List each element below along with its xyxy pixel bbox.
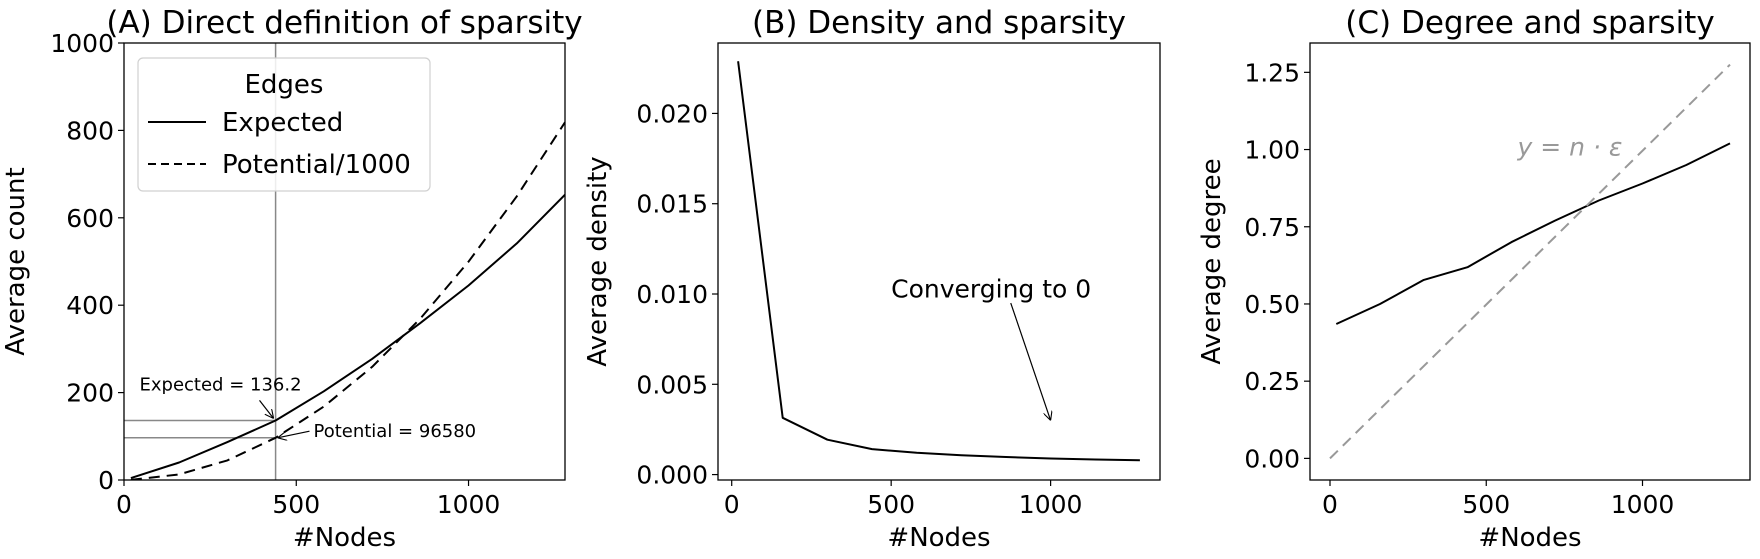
x-tick-label: 0 bbox=[724, 490, 740, 519]
annotation-label: Potential = 96580 bbox=[313, 421, 476, 442]
panel-title: (C) Degree and sparsity bbox=[1345, 5, 1714, 41]
legend-label: Potential/1000 bbox=[222, 150, 411, 180]
x-tick-label: 500 bbox=[272, 490, 320, 519]
legend-title: Edges bbox=[245, 70, 324, 100]
x-axis-label: #Nodes bbox=[293, 523, 396, 553]
y-tick-label: 0.00 bbox=[1244, 444, 1300, 473]
panel-b: (B) Density and sparsity 0 500 1000 0.000 0.0… bbox=[583, 5, 1161, 553]
panel-title: (A) Direct definition of sparsity bbox=[106, 5, 582, 41]
x-tick-label: 0 bbox=[1322, 490, 1338, 519]
axes-frame bbox=[123, 42, 566, 481]
annotation-label: Converging to 0 bbox=[891, 275, 1091, 304]
axes-frame bbox=[717, 42, 1161, 481]
x-tick-label: 1000 bbox=[1019, 490, 1083, 519]
y-tick-label: 0.50 bbox=[1244, 290, 1300, 319]
y-tick-label: 0.000 bbox=[636, 461, 708, 490]
series-line-1 bbox=[1329, 63, 1731, 460]
y-tick-label: 0.25 bbox=[1244, 367, 1300, 396]
x-tick-label: 500 bbox=[1462, 490, 1510, 519]
y-tick-label: 0.75 bbox=[1244, 213, 1300, 242]
y-tick-label: 0.020 bbox=[636, 99, 708, 128]
y-tick-label: 1.25 bbox=[1244, 58, 1300, 87]
y-tick-label: 600 bbox=[66, 204, 114, 233]
y-tick-label: 0 bbox=[98, 466, 114, 495]
y-axis-label: Average degree bbox=[1197, 158, 1227, 364]
y-tick-label: 200 bbox=[66, 379, 114, 408]
plot-area bbox=[124, 43, 565, 480]
series-line-0 bbox=[737, 61, 1140, 462]
y-axis-label: Average count bbox=[1, 167, 31, 355]
series-line-0 bbox=[1335, 142, 1731, 325]
axes-frame bbox=[1309, 42, 1751, 481]
annotation-label: Expected = 136.2 bbox=[140, 374, 302, 395]
legend: Edges Expected Potential/1000 bbox=[137, 57, 431, 192]
x-tick-label: 1000 bbox=[437, 490, 501, 519]
legend-label: Expected bbox=[222, 108, 343, 138]
series-line-0 bbox=[130, 193, 565, 480]
series-line-1 bbox=[130, 121, 565, 480]
y-tick-label: 800 bbox=[66, 116, 114, 145]
plot-area bbox=[1329, 63, 1731, 460]
y-axis-label: Average density bbox=[583, 156, 613, 366]
y-tick-label: 1.00 bbox=[1244, 136, 1300, 165]
panel-title: (B) Density and sparsity bbox=[752, 5, 1126, 41]
x-axis-label: #Nodes bbox=[887, 523, 990, 553]
x-tick-label: 500 bbox=[867, 490, 915, 519]
y-tick-label: 1000 bbox=[50, 29, 114, 58]
y-tick-label: 400 bbox=[66, 291, 114, 320]
annotation-arrow bbox=[278, 430, 310, 438]
y-tick-label: 0.005 bbox=[636, 370, 708, 399]
panel-a: (A) Direct definition of sparsity 0 500 100… bbox=[1, 5, 583, 553]
x-axis-label: #Nodes bbox=[1478, 523, 1581, 553]
panel-c: (C) Degree and sparsity 0 500 1000 0.00 0.25 0… bbox=[1197, 5, 1751, 553]
x-tick-label: 0 bbox=[116, 490, 132, 519]
annotation-arrow bbox=[259, 400, 274, 418]
y-tick-label: 0.015 bbox=[636, 190, 708, 219]
equation-label: y = n · ε bbox=[1517, 133, 1623, 162]
x-tick-label: 1000 bbox=[1611, 490, 1675, 519]
plot-area bbox=[737, 61, 1140, 462]
y-tick-label: 0.010 bbox=[636, 280, 708, 309]
annotation-arrow bbox=[1010, 302, 1051, 420]
legend-box bbox=[137, 57, 431, 192]
